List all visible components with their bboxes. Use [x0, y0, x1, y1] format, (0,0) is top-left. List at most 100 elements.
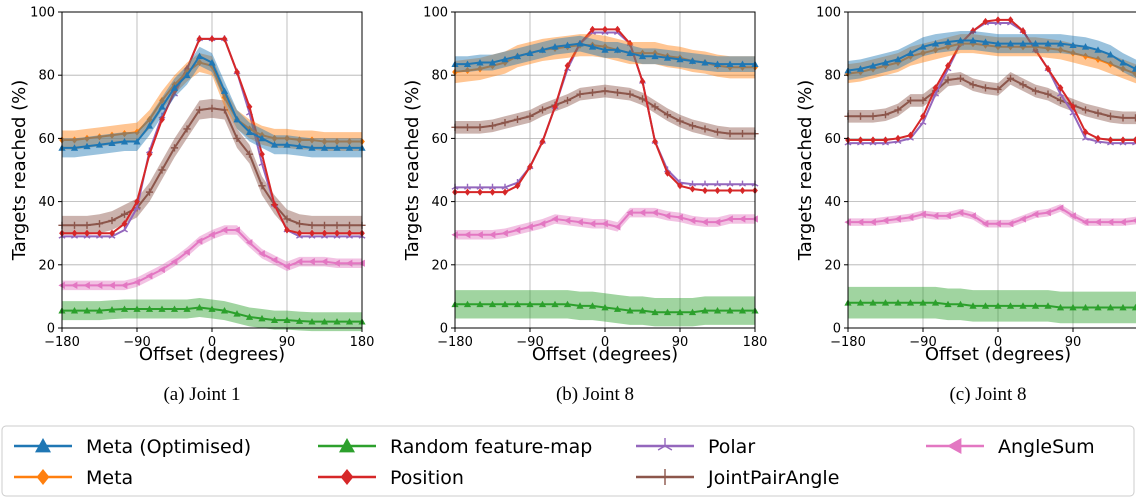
data-point: [271, 134, 278, 142]
data-point: [245, 313, 254, 320]
data-point: [258, 134, 266, 142]
y-tick-label: 20: [824, 258, 841, 273]
data-point: [1069, 41, 1077, 49]
data-point: [895, 134, 901, 142]
data-point: [170, 305, 179, 312]
data-point: [501, 55, 509, 63]
data-point: [83, 142, 91, 150]
data-point: [638, 307, 647, 314]
data-point: [70, 281, 78, 289]
data-point: [1081, 106, 1090, 114]
data-point: [994, 302, 1002, 309]
data-point: [1031, 210, 1039, 218]
data-point: [120, 281, 128, 289]
data-point: [1095, 55, 1101, 63]
data-point: [501, 229, 508, 237]
data-point: [663, 308, 672, 316]
data-point: [145, 188, 154, 196]
data-point: [245, 128, 254, 135]
data-point: [676, 117, 684, 125]
data-point: [894, 299, 902, 306]
y-tick-label: 40: [431, 195, 448, 210]
data-point: [208, 58, 216, 66]
y-tick-label: 0: [47, 322, 55, 337]
data-point: [601, 87, 609, 95]
data-point: [944, 300, 952, 308]
legend-marker: [657, 438, 673, 451]
data-point: [688, 308, 697, 316]
data-point: [627, 40, 633, 48]
data-point: [477, 188, 483, 196]
data-point: [945, 62, 951, 70]
data-point: [552, 103, 558, 111]
x-tick-label: 180: [743, 335, 768, 350]
data-point: [308, 221, 316, 229]
data-point: [920, 112, 926, 120]
data-point: [588, 220, 596, 228]
data-point: [488, 122, 497, 130]
data-point: [84, 134, 90, 142]
confidence-band: [62, 225, 362, 291]
data-point: [1081, 43, 1090, 50]
data-point: [258, 250, 265, 258]
data-point: [701, 58, 709, 66]
data-point: [945, 43, 951, 51]
data-point: [489, 188, 496, 196]
data-point: [170, 84, 179, 91]
data-point: [869, 112, 877, 120]
data-point: [1069, 303, 1077, 311]
data-point: [134, 198, 140, 206]
data-point: [1120, 65, 1126, 73]
data-point: [688, 216, 696, 225]
data-point: [1082, 52, 1089, 60]
data-point: [932, 84, 939, 92]
data-point: [663, 212, 671, 220]
data-point: [308, 144, 316, 151]
data-point: [283, 316, 291, 323]
x-axis-label: Offset (degrees): [139, 344, 285, 365]
data-point: [1031, 40, 1040, 47]
data-point: [108, 216, 116, 225]
data-point: [95, 307, 104, 314]
data-point: [944, 38, 952, 45]
data-point: [538, 300, 547, 308]
y-tick-label: 100: [30, 6, 55, 21]
data-point: [1094, 109, 1102, 117]
data-point: [1006, 302, 1015, 309]
data-point: [1056, 303, 1065, 311]
data-point: [638, 209, 646, 217]
data-point: [501, 183, 509, 190]
chart-panel-2: −180 −90 0 90 180 0 20 40 60 80 100 Offset (degrees…: [402, 6, 767, 406]
data-point: [476, 183, 484, 190]
data-point: [171, 87, 178, 95]
series-meta-optimised-: [451, 35, 759, 73]
y-tick-label: 60: [824, 132, 841, 147]
data-point: [689, 180, 696, 187]
data-point: [502, 188, 508, 196]
data-point: [183, 248, 190, 256]
data-point: [869, 62, 877, 69]
data-point: [195, 303, 204, 311]
data-point: [120, 305, 129, 312]
data-point: [969, 212, 976, 220]
data-point: [626, 90, 634, 98]
data-point: [513, 115, 522, 124]
x-tick-label: 90: [1065, 335, 1082, 350]
data-point: [726, 307, 734, 314]
data-point: [1019, 302, 1027, 309]
data-point: [501, 300, 509, 308]
data-point: [346, 137, 353, 146]
data-point: [1107, 60, 1114, 68]
data-point: [183, 125, 191, 133]
data-point: [538, 106, 547, 114]
data-point: [1120, 136, 1126, 144]
data-point: [981, 302, 990, 309]
data-point: [931, 212, 939, 220]
x-axis-label: Offset (degrees): [925, 344, 1071, 365]
data-point: [538, 46, 547, 53]
data-point: [551, 300, 559, 308]
data-point: [133, 305, 141, 312]
data-point: [295, 142, 304, 150]
data-point: [1056, 96, 1065, 105]
legend-item-meta-optimised-: Meta (Optimised): [14, 436, 251, 458]
